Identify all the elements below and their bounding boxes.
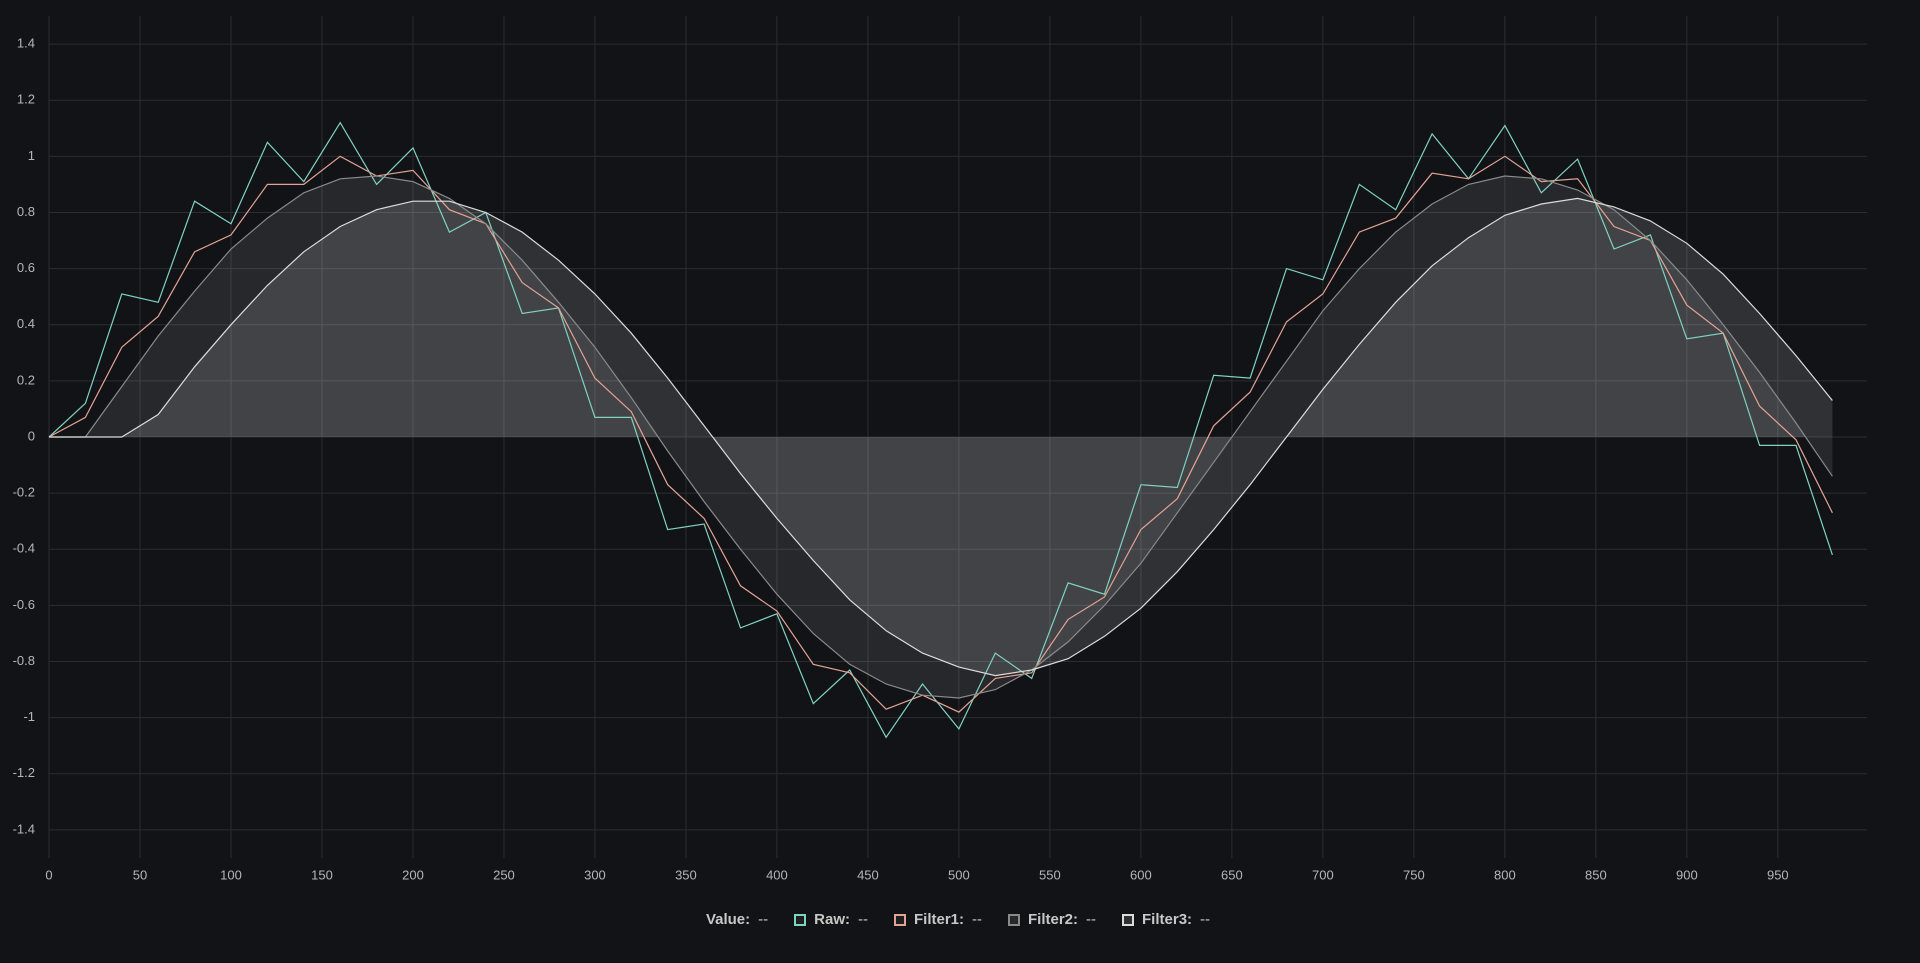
y-tick-label: -0.4: [13, 541, 35, 556]
y-tick-label: -1.4: [13, 821, 35, 836]
x-tick-label: 950: [1767, 867, 1789, 882]
legend-item[interactable]: Raw: --: [794, 911, 868, 928]
legend-label: Raw:: [814, 911, 850, 928]
y-tick-label: 0: [28, 428, 35, 443]
legend-readout: --: [758, 911, 769, 928]
x-tick-label: 600: [1130, 867, 1152, 882]
x-tick-label: 550: [1039, 867, 1061, 882]
x-tick-label: 250: [493, 867, 515, 882]
x-tick-label: 0: [45, 867, 52, 882]
x-tick-label: 350: [675, 867, 697, 882]
legend-swatch: [1122, 913, 1135, 926]
legend-swatch: [893, 913, 906, 926]
legend-readout: --: [1086, 911, 1097, 928]
legend-label: Filter2:: [1028, 911, 1079, 928]
x-tick-label: 800: [1494, 867, 1516, 882]
y-tick-label: -1: [23, 709, 35, 724]
x-tick-label: 300: [584, 867, 606, 882]
chart: -1.4 -1.2 -1 -0.8 -0.6 -0.4 -0.2 0 0.2 0.4 0.6 0.8 1…: [13, 16, 1867, 882]
legend-readout: --: [1200, 911, 1211, 928]
y-tick-label: -0.2: [13, 485, 35, 500]
legend-readout: --: [857, 911, 868, 928]
x-tick-label: 400: [766, 867, 788, 882]
x-tick-label: 100: [220, 867, 242, 882]
y-tick-label: -0.6: [13, 597, 35, 612]
y-tick-label: 1.2: [17, 92, 35, 107]
y-tick-label: -0.8: [13, 653, 35, 668]
y-tick-label: 0.2: [17, 372, 35, 387]
x-tick-label: 700: [1312, 867, 1334, 882]
x-tick-label: 850: [1585, 867, 1607, 882]
legend-readout: --: [972, 911, 982, 928]
legend-label: Filter1:: [913, 911, 964, 928]
legend-item[interactable]: Filter3: --: [1122, 911, 1210, 928]
legend-label: Filter3:: [1142, 911, 1193, 928]
series-area: [49, 176, 1833, 698]
y-tick-label: 0.4: [17, 316, 35, 331]
legend: Value: -- Raw: -- Filter1: -- Filter2: -- Filt…: [49, 911, 1867, 928]
y-tick-label: 0.8: [17, 204, 35, 219]
legend-swatch: [794, 913, 807, 926]
y-tick-label: 1.4: [17, 36, 35, 51]
series-line: [48, 155, 1833, 713]
y-tick-label: -1.2: [13, 765, 35, 780]
legend-item[interactable]: Filter1: --: [893, 911, 982, 928]
series-line: [49, 197, 1833, 677]
x-tick-label: 200: [402, 867, 424, 882]
series-line: [48, 121, 1833, 739]
x-tick-label: 450: [857, 867, 879, 882]
series-line: [49, 175, 1833, 699]
legend-x: Value: --: [706, 911, 768, 928]
x-tick-label: 650: [1221, 867, 1243, 882]
x-tick-label: 750: [1403, 867, 1425, 882]
legend-item[interactable]: Filter2: --: [1008, 911, 1096, 928]
x-tick-label: 150: [311, 867, 333, 882]
x-tick-label: 500: [948, 867, 970, 882]
y-tick-label: 0.6: [17, 260, 35, 275]
series-area: [49, 198, 1833, 676]
x-tick-label: 900: [1676, 867, 1698, 882]
legend-swatch: [1008, 913, 1020, 926]
legend-label: Value:: [705, 911, 751, 928]
x-tick-label: 50: [133, 867, 147, 882]
y-tick-label: 1: [28, 148, 35, 163]
